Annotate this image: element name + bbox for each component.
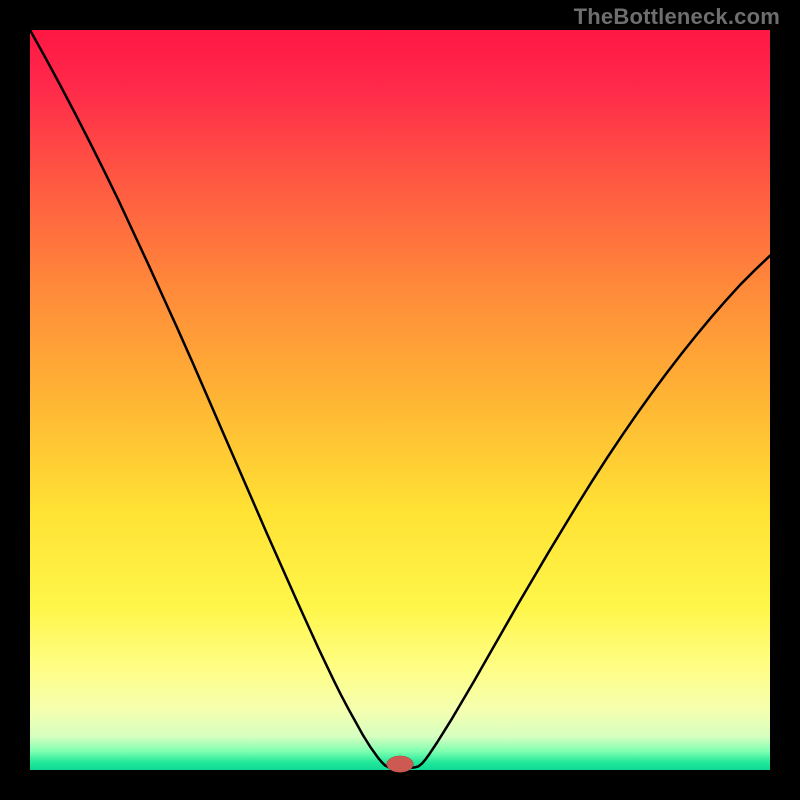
- chart-frame: TheBottleneck.com: [0, 0, 800, 800]
- bottleneck-chart: [0, 0, 800, 800]
- optimal-marker: [387, 756, 414, 772]
- plot-background: [30, 30, 770, 770]
